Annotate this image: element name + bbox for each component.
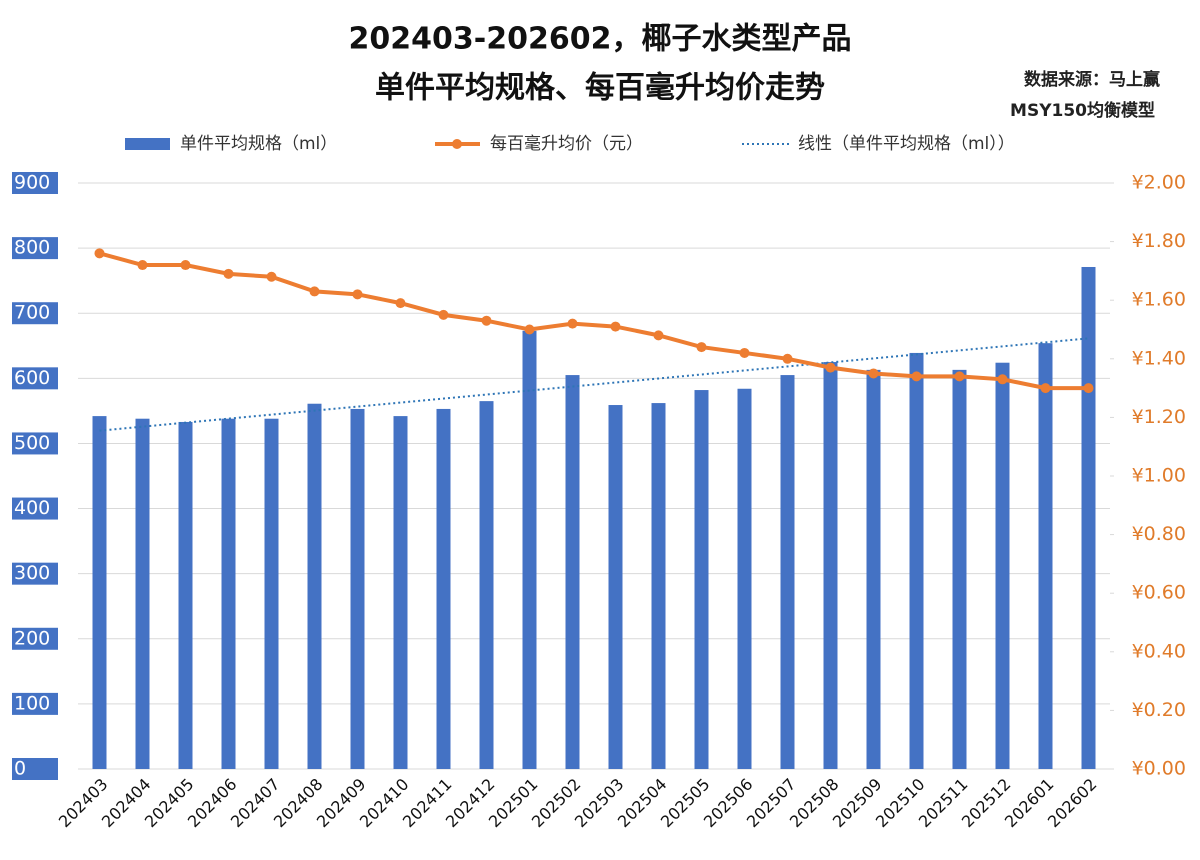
bar: [307, 403, 322, 769]
y-tick-box: [12, 758, 58, 780]
bar: [995, 362, 1010, 769]
y-tick-box: [12, 627, 58, 650]
bar: [565, 375, 580, 769]
bar: [737, 388, 752, 769]
price-point: [911, 371, 922, 382]
y2-tick-label: ¥0.20: [1132, 699, 1186, 721]
price-point: [1083, 383, 1094, 394]
bar: [479, 401, 494, 769]
price-point: [524, 324, 535, 335]
price-point: [223, 268, 234, 279]
y-tick-label: 700: [14, 302, 50, 324]
y2-tick-label: ¥1.40: [1132, 347, 1186, 369]
price-point: [782, 353, 793, 364]
price-point: [137, 260, 148, 271]
price-point: [266, 271, 277, 282]
price-point: [825, 362, 836, 373]
price-line: [98, 251, 1089, 391]
legend-label: 线性（单件平均规格（ml））: [798, 134, 1015, 154]
bar: [178, 421, 193, 769]
price-point: [94, 248, 105, 259]
y2-tick-label: ¥0.80: [1132, 523, 1186, 545]
y-tick-box: [12, 172, 58, 194]
price-point: [653, 330, 664, 341]
y2-tick-label: ¥0.40: [1132, 640, 1186, 662]
price-point: [395, 298, 406, 309]
price-point: [438, 309, 449, 320]
price-point: [1040, 383, 1051, 394]
y-tick-label: 500: [14, 432, 50, 454]
y-tick-label: 600: [14, 367, 50, 389]
bar: [264, 418, 279, 769]
bar: [651, 403, 666, 769]
price-point: [868, 368, 879, 379]
price-point: [352, 289, 363, 300]
bar: [1081, 266, 1096, 769]
chart-title: 202403-202602，椰子水类型产品: [349, 22, 852, 57]
y2-tick-label: ¥1.20: [1132, 406, 1186, 428]
y2-tick-label: ¥0.00: [1132, 758, 1186, 780]
bar: [780, 375, 795, 769]
legend-swatch: [452, 139, 462, 149]
y-tick-label: 0: [14, 758, 26, 780]
y-tick-label: 100: [14, 692, 50, 714]
price-point: [610, 321, 621, 332]
y2-tick-label: ¥1.00: [1132, 465, 1186, 487]
price-point: [739, 347, 750, 358]
bar: [608, 405, 623, 769]
price-point: [954, 371, 965, 382]
trendline: [99, 337, 1089, 432]
y-tick-label: 900: [14, 172, 50, 194]
y2-tick-label: ¥1.80: [1132, 230, 1186, 252]
y2-tick-label: ¥1.60: [1132, 289, 1186, 311]
y-tick-label: 800: [14, 237, 50, 259]
source-note: 数据来源：马上赢: [1024, 69, 1160, 90]
y-tick-box: [12, 432, 58, 455]
y-tick-box: [12, 692, 58, 715]
y2-tick-label: ¥2.00: [1132, 172, 1186, 194]
y-tick-box: [12, 497, 58, 520]
bar: [1038, 343, 1053, 769]
legend-label: 每百毫升均价（元）: [490, 134, 643, 154]
bar: [952, 369, 967, 769]
y-tick-label: 400: [14, 497, 50, 519]
price-point: [567, 318, 578, 329]
bar: [221, 418, 236, 769]
bar: [522, 330, 537, 769]
bar: [909, 352, 924, 769]
price-point: [309, 286, 320, 297]
bar: [694, 390, 709, 769]
bar: [393, 416, 408, 769]
bar: [436, 408, 451, 769]
y-tick-box: [12, 237, 58, 260]
bar: [135, 418, 150, 769]
bar: [823, 362, 838, 769]
bar: [92, 416, 107, 769]
y-tick-label: 200: [14, 627, 50, 649]
y-tick-box: [12, 562, 58, 585]
y2-tick-label: ¥0.60: [1132, 582, 1186, 604]
legend-swatch: [125, 138, 170, 150]
bar: [350, 408, 365, 769]
y-tick-box: [12, 302, 58, 325]
price-point: [997, 374, 1008, 385]
model-note: MSY150均衡模型: [1010, 100, 1155, 121]
price-point: [696, 342, 707, 353]
bar: [866, 369, 881, 769]
price-point: [180, 260, 191, 271]
y-tick-label: 300: [14, 562, 50, 584]
price-point: [481, 315, 492, 326]
chart-subtitle: 单件平均规格、每百毫升均价走势: [375, 71, 825, 106]
y-tick-box: [12, 367, 58, 390]
legend-label: 单件平均规格（ml）: [180, 134, 337, 154]
